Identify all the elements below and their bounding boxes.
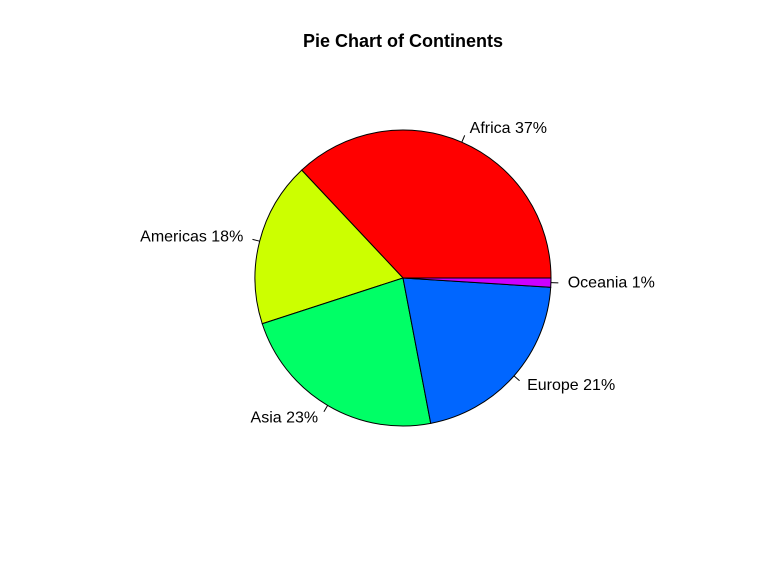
- label-tick-europe: [513, 375, 520, 382]
- label-tick-americas: [252, 238, 260, 242]
- label-tick-africa: [461, 135, 466, 143]
- chart-title: Pie Chart of Continents: [302, 31, 503, 51]
- slice-label-africa: Africa 37%: [470, 120, 547, 137]
- label-ticks: [252, 135, 559, 413]
- slice-label-oceania: Oceania 1%: [568, 274, 655, 291]
- slice-label-americas: Americas 18%: [140, 229, 243, 246]
- pie-slice-americas: [254, 169, 404, 325]
- label-tick-asia: [323, 405, 329, 413]
- slice-label-europe: Europe 21%: [527, 377, 615, 394]
- pie-slices: [254, 129, 552, 427]
- slice-labels: Africa 37% Americas 18% Asia 23% Europe 21%…: [140, 120, 655, 427]
- pie-slice-africa: [300, 129, 552, 279]
- slice-label-asia: Asia 23%: [251, 409, 319, 426]
